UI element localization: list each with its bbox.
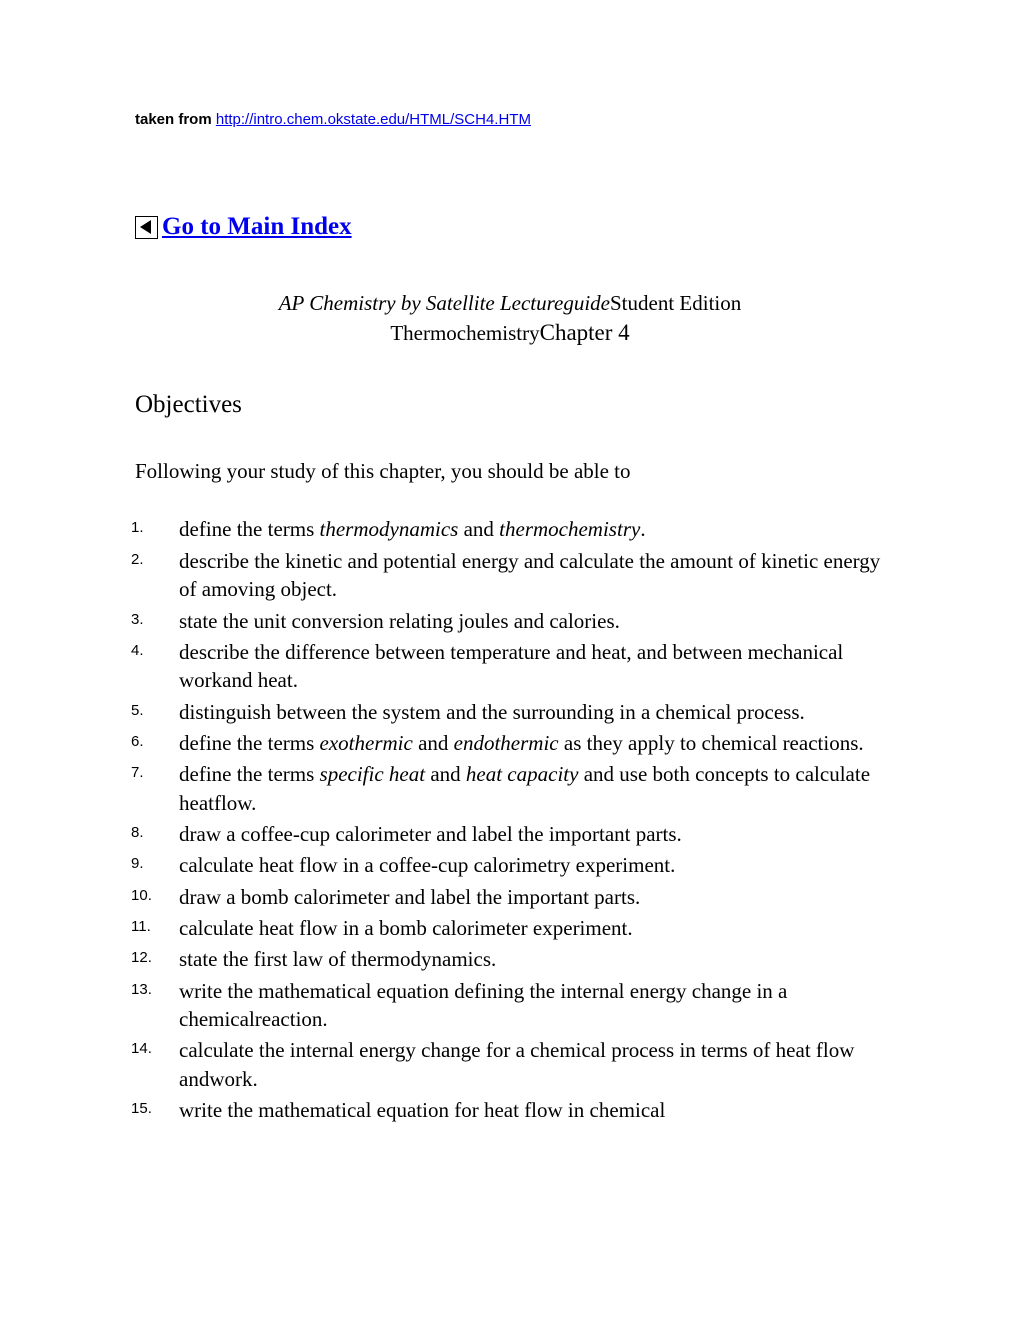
list-item: define the terms specific heat and heat … bbox=[135, 760, 885, 817]
list-item: write the mathematical equation defining… bbox=[135, 977, 885, 1034]
title-series: AP Chemistry by Satellite Lectureguide bbox=[279, 291, 610, 315]
list-item: describe the difference between temperat… bbox=[135, 638, 885, 695]
back-arrow-icon[interactable] bbox=[135, 216, 158, 239]
list-item: calculate heat flow in a bomb calorimete… bbox=[135, 914, 885, 942]
source-link[interactable]: http://intro.chem.okstate.edu/HTML/SCH4.… bbox=[216, 111, 531, 128]
source-prefix: taken from bbox=[135, 111, 216, 128]
list-item: distinguish between the system and the s… bbox=[135, 698, 885, 726]
list-item: describe the kinetic and potential energ… bbox=[135, 547, 885, 604]
list-item: write the mathematical equation for heat… bbox=[135, 1096, 885, 1124]
list-item: draw a coffee-cup calorimeter and label … bbox=[135, 820, 885, 848]
list-item: state the unit conversion relating joule… bbox=[135, 607, 885, 635]
title-edition: Student Edition bbox=[610, 291, 741, 315]
objectives-intro: Following your study of this chapter, yo… bbox=[135, 457, 885, 485]
title-chapter: Chapter 4 bbox=[540, 320, 630, 345]
list-item: calculate the internal energy change for… bbox=[135, 1036, 885, 1093]
objectives-list: define the terms thermodynamics and ther… bbox=[135, 515, 885, 1124]
list-item: state the first law of thermodynamics. bbox=[135, 945, 885, 973]
main-index-nav: Go to Main Index bbox=[135, 210, 885, 244]
objectives-heading: Objectives bbox=[135, 388, 885, 422]
list-item: calculate heat flow in a coffee-cup calo… bbox=[135, 851, 885, 879]
list-item: define the terms thermodynamics and ther… bbox=[135, 515, 885, 543]
list-item: draw a bomb calorimeter and label the im… bbox=[135, 883, 885, 911]
source-citation: taken from http://intro.chem.okstate.edu… bbox=[135, 110, 885, 130]
list-item: define the terms exothermic and endother… bbox=[135, 729, 885, 757]
document-title: AP Chemistry by Satellite LectureguideSt… bbox=[135, 289, 885, 348]
title-subject: Thermochemistry bbox=[390, 321, 539, 345]
main-index-link[interactable]: Go to Main Index bbox=[162, 210, 352, 244]
